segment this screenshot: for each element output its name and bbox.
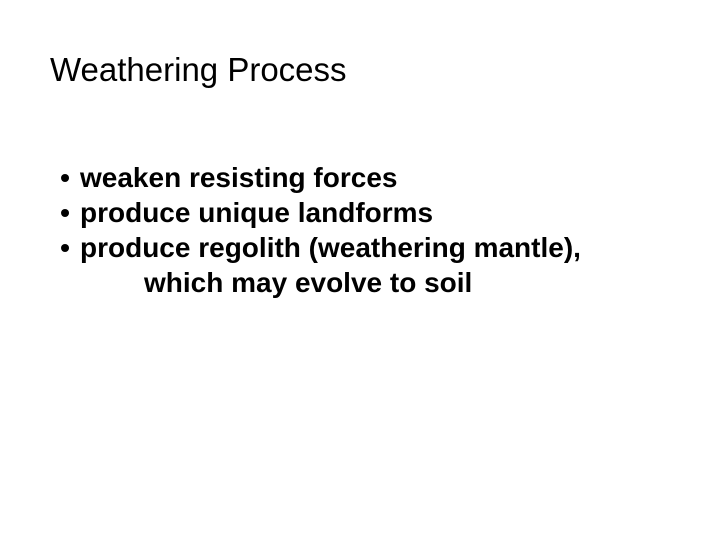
list-item: • produce unique landforms: [50, 195, 670, 230]
list-item-text: weaken resisting forces: [80, 160, 670, 195]
bullet-icon: •: [50, 230, 80, 265]
list-item: • weaken resisting forces: [50, 160, 670, 195]
list-item-continuation: which may evolve to soil: [144, 265, 670, 300]
bullet-icon: •: [50, 195, 80, 230]
bullet-icon: •: [50, 160, 80, 195]
list-item-text: produce regolith (weathering mantle),: [80, 230, 670, 265]
slide: Weathering Process • weaken resisting fo…: [0, 0, 720, 540]
list-item: • produce regolith (weathering mantle),: [50, 230, 670, 265]
slide-body: • weaken resisting forces • produce uniq…: [50, 160, 670, 300]
slide-title: Weathering Process: [50, 50, 670, 90]
list-item-text: produce unique landforms: [80, 195, 670, 230]
